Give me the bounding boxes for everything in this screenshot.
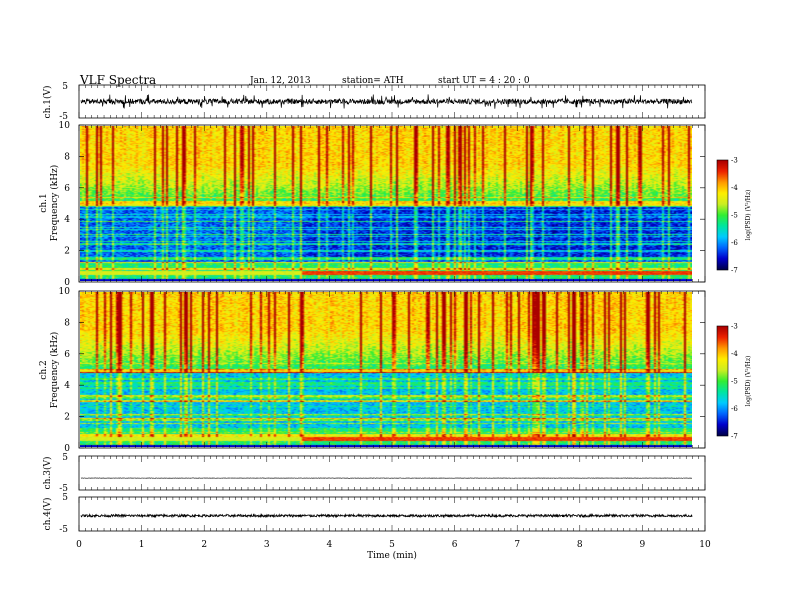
ch2-spectrogram-heatmap	[80, 292, 692, 447]
ch1-spectrogram-ytick-labels: 0 2 4 6 8 10	[59, 121, 705, 288]
frequency-tick-label: 4	[64, 381, 70, 391]
frequency-tick-label: 2	[64, 413, 70, 423]
colorbar-tick-label: -7	[731, 267, 738, 275]
ch1-colorbar-label: log(PSD) (V²/Hz)	[745, 190, 752, 241]
ch3-waveform-ylabel: ch.3(V)	[42, 457, 53, 490]
x-tick-label: 2	[201, 540, 207, 550]
colorbar-tick-label: -4	[731, 350, 738, 358]
x-tick-label: 3	[264, 540, 270, 550]
colorbar-tick-label: -5	[731, 212, 738, 220]
x-tick-label: 5	[389, 540, 395, 550]
frequency-tick-label: 8	[64, 152, 70, 162]
ch2-colorbar: -3 -4 -5 -6 -7 log(PSD) (V²/Hz)	[716, 323, 752, 441]
x-tick-label: 0	[76, 540, 82, 550]
x-tick-label: 7	[514, 540, 520, 550]
x-axis-label: Time (min)	[367, 550, 417, 561]
ch2-spectrogram-panel: 0 2 4 6 8 10 ch.2 Frequency (kHz)	[39, 287, 706, 454]
ch2-spectrogram-ylabel-frequency: Frequency (kHz)	[49, 332, 60, 409]
ch2-spectrogram-ytick-labels: 0 2 4 6 8 10	[59, 287, 705, 454]
ch1-colorbar-tick-labels: -3 -4 -5 -6 -7	[731, 157, 738, 275]
x-tick-mark	[78, 291, 706, 448]
x-tick-label: 4	[327, 540, 333, 550]
frequency-tick-label: 6	[64, 350, 70, 360]
colorbar-tick-label: -3	[731, 323, 738, 331]
ch1-spectrogram-ylabel-frequency: Frequency (kHz)	[49, 165, 60, 242]
ch1-waveform-ticks	[78, 85, 706, 118]
ch1-waveform-ylabel: ch.1(V)	[42, 86, 53, 119]
station-label: station= ATH	[342, 76, 404, 86]
ch4-waveform-ticks	[78, 497, 706, 531]
ch2-spectrogram-ticks	[78, 291, 706, 448]
colorbar-tick-label: -6	[731, 239, 738, 247]
x-tick-mark	[78, 456, 706, 490]
x-axis-tick-labels: 0 1 2 3 4 5 6 7 8 9 10	[76, 540, 711, 550]
ch1-colorbar: -3 -4 -5 -6 -7 log(PSD) (V²/Hz)	[716, 157, 752, 275]
colorbar-tick-label: -5	[731, 378, 738, 386]
ch3-ytick-bottom: -5	[59, 484, 68, 494]
figure-title: VLF Spectra	[80, 73, 157, 87]
frequency-tick-label: 2	[64, 247, 70, 257]
ch1-waveform-panel: 5 -5 ch.1(V)	[42, 82, 706, 122]
ch4-waveform-trace	[80, 512, 693, 519]
ch1-ytick-bottom: -5	[59, 112, 68, 122]
ch2-colorbar-gradient	[717, 326, 728, 436]
frequency-tick-label: 0	[64, 278, 70, 288]
ch1-spectrogram-heatmap	[80, 126, 692, 281]
colorbar-tick-label: -7	[731, 433, 738, 441]
ch1-spectrogram-panel: 0 2 4 6 8 10 ch.1 Frequency (kHz)	[39, 121, 706, 288]
ch4-ytick-bottom: -5	[59, 525, 68, 535]
x-tick-label: 10	[699, 540, 711, 550]
ch3-waveform-panel: 5 -5 ch.3(V)	[42, 453, 706, 494]
x-tick-mark	[78, 497, 706, 531]
ch3-waveform-ticks	[78, 456, 706, 490]
date-label: Jan. 12, 2013	[250, 76, 311, 86]
ch4-waveform-ylabel: ch.4(V)	[42, 498, 53, 531]
colorbar-tick-label: -6	[731, 405, 738, 413]
ch1-waveform-trace	[80, 94, 693, 109]
ch2-spectrogram-ylabel-channel: ch.2	[39, 360, 49, 379]
ch3-ytick-top: 5	[62, 453, 68, 463]
ch1-spectrogram-ylabel-channel: ch.1	[39, 193, 49, 212]
frequency-tick-label: 6	[64, 184, 70, 194]
x-tick-mark	[78, 85, 706, 118]
frequency-tick-label: 0	[64, 444, 70, 454]
x-tick-label: 9	[640, 540, 646, 550]
ch1-colorbar-gradient	[717, 160, 728, 270]
colorbar-tick-label: -3	[731, 157, 738, 165]
frequency-tick-label: 10	[59, 121, 71, 131]
ch4-ytick-top: 5	[62, 493, 68, 503]
start-time-label: start UT = 4 : 20 : 0	[438, 76, 530, 86]
ch2-colorbar-tick-labels: -3 -4 -5 -6 -7	[731, 323, 738, 441]
x-tick-mark	[78, 125, 706, 282]
frequency-tick-label: 8	[64, 318, 70, 328]
x-tick-label: 6	[452, 540, 458, 550]
ch2-colorbar-label: log(PSD) (V²/Hz)	[745, 356, 752, 407]
x-tick-label: 8	[577, 540, 583, 550]
ch4-waveform-panel: 5 -5 ch.4(V)	[42, 493, 706, 535]
x-tick-label: 1	[139, 540, 145, 550]
colorbar-tick-label: -4	[731, 184, 738, 192]
ch1-ytick-top: 5	[62, 82, 68, 92]
frequency-tick-label: 10	[59, 287, 71, 297]
ch1-spectrogram-ticks	[78, 125, 706, 282]
frequency-tick-label: 4	[64, 215, 70, 225]
